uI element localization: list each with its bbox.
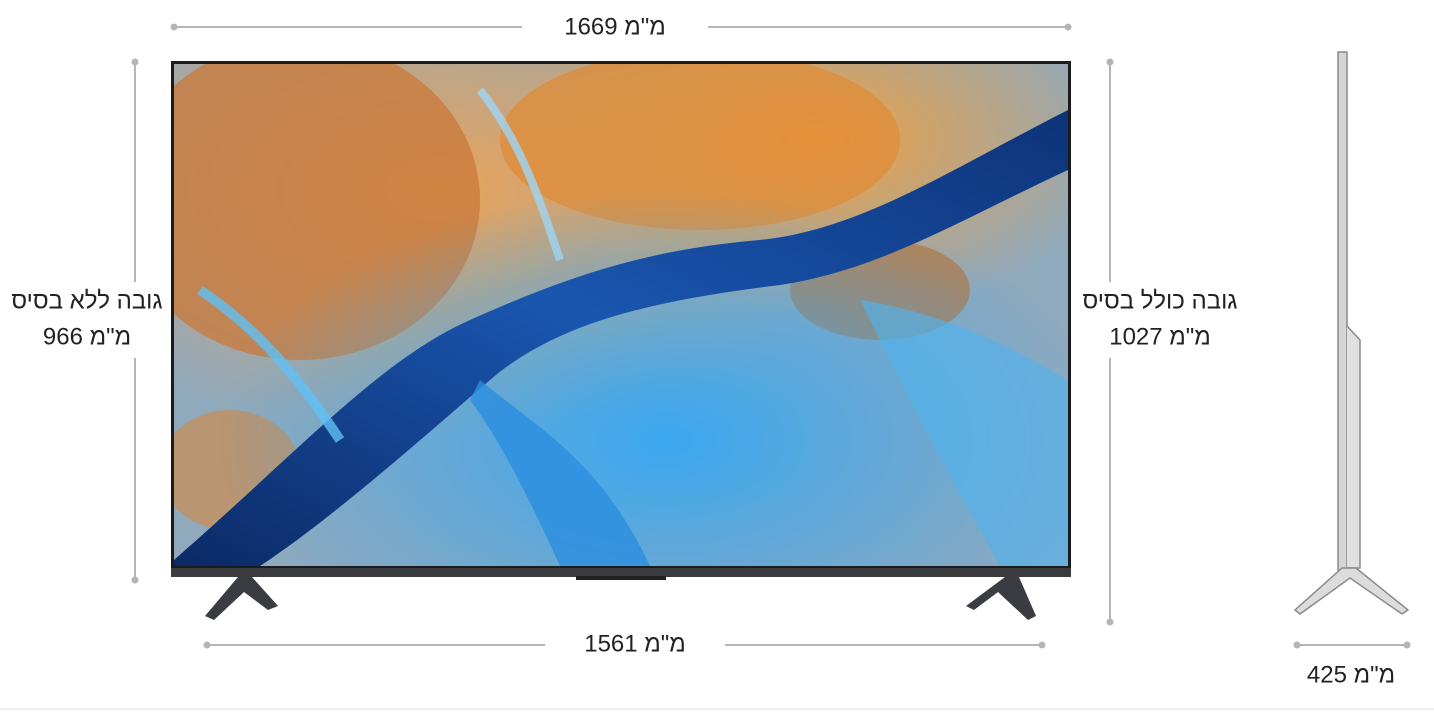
right-foot (966, 577, 1036, 620)
width-label: 1669 מ"מ (564, 13, 666, 40)
tv-front (171, 61, 1071, 620)
height-with-stand-label: גובה כולל בסיס (1083, 287, 1238, 314)
height-without-stand-label: גובה ללא בסיס (11, 287, 162, 314)
depth-label: 425 מ"מ (1307, 661, 1395, 688)
height-with-stand-value: 1027 מ"מ (1109, 323, 1211, 350)
stand-width-label: 1561 מ"מ (584, 630, 686, 657)
width-dimension: 1669 מ"מ (170, 13, 1072, 40)
depth-dimension: 425 מ"מ (1293, 641, 1411, 688)
tv-side-view (1293, 51, 1410, 615)
stand-width-dimension: 1561 מ"מ (203, 630, 1046, 657)
height-without-stand-value: 966 מ"מ (43, 323, 131, 350)
height-with-stand-dimension: גובה כולל בסיס 1027 מ"מ (1083, 58, 1238, 626)
screen-image (174, 64, 1068, 566)
left-foot (205, 577, 278, 620)
height-without-stand-dimension: גובה ללא בסיס 966 מ"מ (11, 58, 163, 584)
